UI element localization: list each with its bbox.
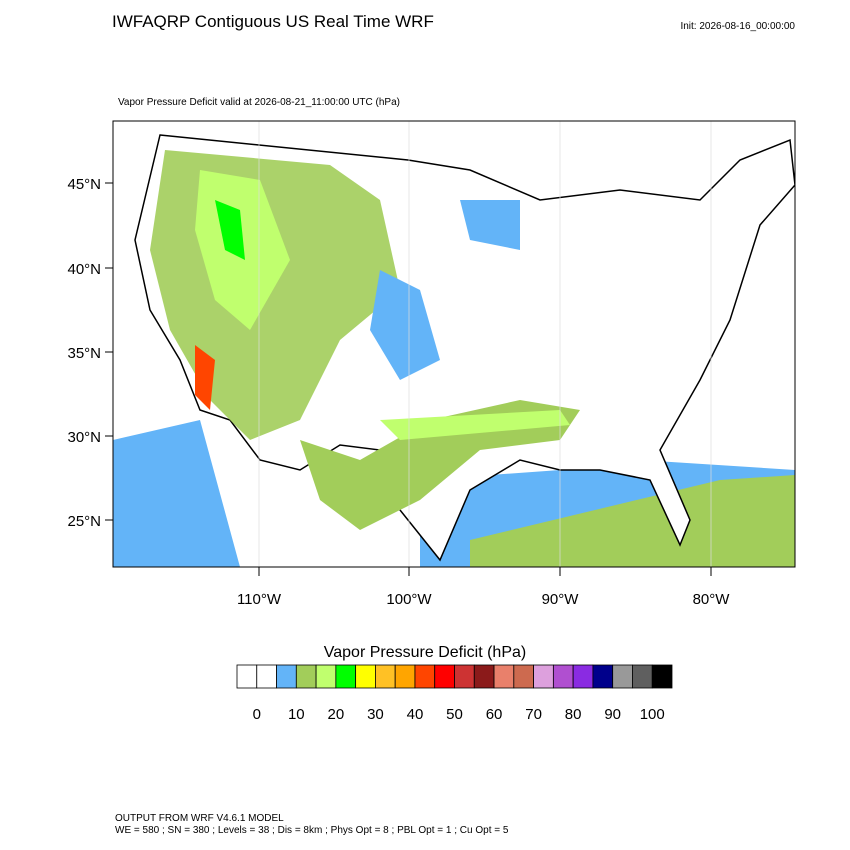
colorbar-box	[533, 664, 554, 689]
colorbar-box	[236, 664, 258, 689]
colorbar-box	[375, 664, 396, 689]
colorbar-label: 10	[288, 706, 305, 723]
southwest-hotspot	[195, 345, 215, 410]
lat-label: 30°N	[67, 429, 101, 446]
map-subtitle: Vapor Pressure Deficit valid at 2026-08-…	[118, 97, 400, 108]
lon-label: 100°W	[386, 591, 432, 608]
colorbar-box	[493, 664, 515, 689]
map	[112, 120, 796, 568]
lakes-shading	[460, 200, 520, 250]
title: IWFAQRP Contiguous US Real Time WRF	[112, 12, 434, 31]
lat-label: 40°N	[67, 261, 101, 278]
lon-label: 90°W	[542, 591, 580, 608]
colorbar-box	[651, 664, 673, 689]
colorbar-box	[315, 664, 337, 689]
pacific-shading	[113, 420, 240, 567]
colorbar-label: 60	[486, 706, 503, 723]
colorbar-box	[335, 664, 357, 689]
colorbar-box	[473, 664, 495, 689]
colorbar-label: 100	[640, 706, 665, 723]
colorbar-title: Vapor Pressure Deficit (hPa)	[324, 644, 526, 661]
colorbar-label: 0	[253, 706, 261, 723]
colorbar-box	[414, 664, 436, 689]
colorbar-box	[276, 664, 297, 689]
map-frame	[112, 120, 796, 568]
lon-label: 110°W	[237, 591, 282, 608]
colorbar-label: 90	[604, 706, 621, 723]
colorbar-label: 50	[446, 706, 463, 723]
init-time: Init: 2026-08-16_00:00:00	[680, 21, 795, 32]
colorbar-box	[632, 664, 653, 689]
lon-label: 80°W	[693, 591, 731, 608]
colorbar-box	[434, 664, 455, 689]
colorbar-label: 70	[525, 706, 542, 723]
colorbar-box	[612, 664, 633, 689]
colorbar-box	[295, 664, 317, 689]
colorbar-label: 40	[407, 706, 424, 723]
south-shading	[300, 400, 580, 530]
colorbar-box	[513, 664, 534, 689]
colorbar-label: 20	[328, 706, 345, 723]
colorbar-box	[592, 664, 614, 689]
colorbar-box	[355, 664, 376, 689]
graticule	[258, 121, 712, 567]
colorbar-box	[394, 664, 416, 689]
plains-shading	[370, 270, 440, 380]
footer-line: OUTPUT FROM WRF V4.6.1 MODEL	[115, 813, 284, 824]
colorbar-label: 80	[565, 706, 582, 723]
lat-label: 45°N	[67, 176, 101, 193]
colorbar-box	[552, 664, 574, 689]
colorbar-box	[454, 664, 475, 689]
colorbar-label: 30	[367, 706, 384, 723]
lat-label: 35°N	[67, 345, 101, 362]
colorbar-box	[572, 664, 594, 689]
south-band	[380, 410, 570, 440]
west-shading-green	[215, 200, 245, 260]
colorbar-box	[256, 664, 277, 689]
lat-label: 25°N	[67, 513, 101, 530]
ocean-shading	[470, 475, 795, 567]
footer-line: WE = 580 ; SN = 380 ; Levels = 38 ; Dis …	[115, 825, 509, 836]
